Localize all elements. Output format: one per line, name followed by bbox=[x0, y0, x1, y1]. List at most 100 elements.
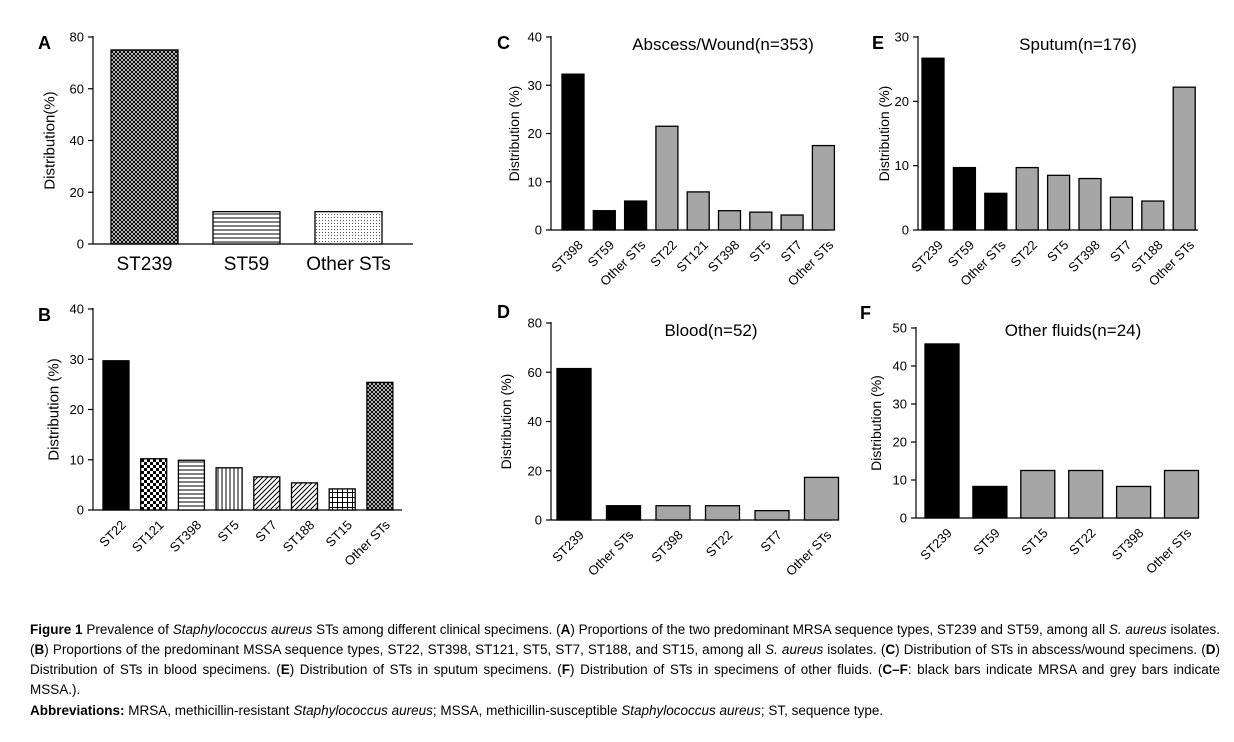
x-tick-label: ST398 bbox=[548, 237, 586, 275]
bar bbox=[102, 360, 130, 511]
x-tick-label: ST22 bbox=[96, 517, 129, 550]
y-tick-label: 50 bbox=[893, 321, 907, 336]
bar bbox=[212, 211, 281, 245]
panel-label: A bbox=[38, 33, 51, 53]
bar bbox=[717, 210, 742, 231]
chart-title: Abscess/Wound(n=353) bbox=[632, 35, 814, 54]
figure: A 0 20 40 60 80 Distribution(%) ST239 ST59 Other … bbox=[38, 30, 1200, 579]
figure-caption: Figure 1 Prevalence of Staphylococcus au… bbox=[30, 620, 1220, 721]
y-tick-label: 40 bbox=[528, 414, 542, 429]
y-tick-label: 40 bbox=[893, 359, 907, 374]
x-tick-label: ST239 bbox=[917, 525, 955, 563]
bar bbox=[1163, 469, 1200, 519]
bar bbox=[1141, 200, 1165, 231]
x-tick-label: ST398 bbox=[1109, 525, 1147, 563]
bar bbox=[1068, 469, 1104, 519]
bar bbox=[177, 459, 206, 511]
y-tick-label: 10 bbox=[528, 174, 542, 189]
x-tick-label: ST7 bbox=[252, 517, 279, 544]
bar bbox=[1078, 177, 1102, 231]
x-tick-label: ST188 bbox=[280, 517, 318, 555]
bar bbox=[140, 458, 168, 511]
bar bbox=[811, 144, 836, 231]
x-tick-label: ST121 bbox=[673, 237, 711, 275]
bar bbox=[366, 381, 394, 511]
y-tick-label: 0 bbox=[535, 513, 542, 528]
x-tick-label: Other STs bbox=[306, 254, 390, 275]
chart-title: Sputum(n=176) bbox=[1019, 35, 1137, 54]
chart-layer: A 0 20 40 60 80 Distribution(%) ST239 ST59 Other … bbox=[38, 30, 1200, 579]
chart-panel-c: C Abscess/Wound(n=353) 0 10 20 30 40 Distributi… bbox=[497, 30, 837, 289]
x-tick-label: ST7 bbox=[1107, 237, 1134, 264]
y-tick-label: 0 bbox=[900, 511, 907, 526]
bar bbox=[592, 210, 616, 231]
y-tick-label: 20 bbox=[893, 435, 907, 450]
x-tick-label: ST7 bbox=[778, 237, 805, 264]
panel-label: E bbox=[872, 33, 884, 53]
x-tick-label: ST398 bbox=[648, 527, 686, 565]
x-tick-label: ST239 bbox=[117, 254, 173, 275]
x-tick-label: Other STs bbox=[1143, 525, 1195, 577]
x-tick-label: ST22 bbox=[1008, 237, 1041, 270]
chart-title: Other fluids(n=24) bbox=[1005, 321, 1142, 340]
y-tick-label: 80 bbox=[70, 30, 84, 45]
chart-title: Blood(n=52) bbox=[664, 321, 757, 340]
x-tick-label: ST7 bbox=[757, 527, 784, 554]
x-tick-label: ST22 bbox=[703, 527, 736, 560]
y-tick-label: 0 bbox=[535, 223, 542, 238]
bar bbox=[605, 505, 642, 521]
x-tick-label: ST239 bbox=[908, 237, 946, 275]
y-tick-label: 40 bbox=[70, 302, 84, 317]
x-tick-label: ST22 bbox=[1066, 525, 1099, 558]
bar bbox=[110, 49, 179, 245]
x-tick-label: ST398 bbox=[1065, 237, 1103, 275]
y-axis-label: Distribution(%) bbox=[42, 91, 59, 189]
y-axis-label: Distribution (%) bbox=[868, 375, 884, 471]
x-tick-label: Other STs bbox=[585, 527, 637, 579]
y-tick-label: 30 bbox=[895, 30, 909, 45]
bar bbox=[803, 476, 840, 521]
y-tick-label: 10 bbox=[70, 452, 84, 467]
y-tick-label: 10 bbox=[895, 158, 909, 173]
bar bbox=[924, 343, 960, 519]
bar bbox=[1015, 166, 1039, 231]
y-tick-label: 20 bbox=[895, 94, 909, 109]
bar bbox=[655, 125, 679, 231]
y-tick-label: 10 bbox=[893, 473, 907, 488]
bar bbox=[952, 166, 977, 231]
x-tick-label: ST398 bbox=[167, 517, 205, 555]
bar bbox=[655, 505, 691, 521]
x-tick-label: ST5 bbox=[746, 237, 773, 264]
y-tick-label: 30 bbox=[893, 397, 907, 412]
x-tick-label: ST5 bbox=[1044, 237, 1071, 264]
caption-paragraph: Figure 1 Prevalence of Staphylococcus au… bbox=[30, 622, 1221, 697]
x-tick-label: ST239 bbox=[549, 527, 587, 565]
chart-panel-e: E Sputum(n=176) 0 10 20 30 Distribution (%) ST2… bbox=[872, 30, 1198, 289]
bar bbox=[1109, 196, 1134, 231]
bar bbox=[253, 476, 281, 511]
y-tick-label: 30 bbox=[528, 78, 542, 93]
y-tick-label: 0 bbox=[77, 503, 84, 518]
y-axis-label: Distribution (%) bbox=[876, 86, 892, 182]
bar bbox=[1046, 174, 1071, 231]
x-tick-label: ST15 bbox=[1018, 525, 1051, 558]
chart-panel-a: A 0 20 40 60 80 Distribution(%) ST239 ST59 Other … bbox=[38, 30, 413, 275]
y-tick-label: 40 bbox=[528, 30, 542, 45]
y-axis-label: Distribution (%) bbox=[498, 374, 514, 470]
y-axis-label: Distribution (%) bbox=[506, 86, 522, 182]
bar bbox=[754, 509, 790, 521]
x-tick-label: ST121 bbox=[129, 517, 167, 555]
bar bbox=[328, 488, 356, 511]
x-tick-label: ST59 bbox=[224, 254, 269, 275]
y-tick-label: 30 bbox=[70, 352, 84, 367]
y-tick-label: 20 bbox=[70, 402, 84, 417]
abbreviations-label: Abbreviations: bbox=[30, 703, 125, 718]
panel-label: B bbox=[38, 305, 51, 325]
bar bbox=[215, 467, 243, 511]
bar bbox=[921, 57, 945, 231]
bar bbox=[704, 505, 741, 521]
x-tick-label: ST5 bbox=[215, 517, 242, 544]
bar bbox=[290, 482, 319, 511]
chart-panel-d: D Blood(n=52) 0 20 40 60 80 Distribution (%) ST2… bbox=[497, 302, 840, 579]
y-tick-label: 80 bbox=[528, 316, 542, 331]
